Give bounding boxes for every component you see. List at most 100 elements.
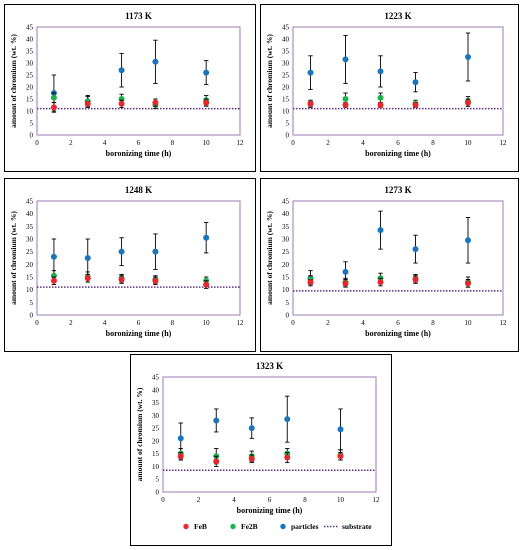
FeB-point bbox=[342, 102, 349, 108]
chart-panel-1248: 1248 K 0 5 10 15 20 25 30 35 40 45 0 2 4 6 8 10 12 boroniz… bbox=[4, 178, 256, 352]
chart-title: 1173 K bbox=[125, 11, 152, 21]
FeB-point bbox=[412, 102, 419, 108]
y-tick-label: 0 bbox=[30, 132, 34, 140]
y-tick-label: 15 bbox=[26, 96, 34, 104]
FeB-point bbox=[248, 455, 255, 462]
Fe2B-point bbox=[342, 96, 349, 102]
y-tick-label: 40 bbox=[282, 36, 290, 44]
x-tick-label: 10 bbox=[337, 496, 345, 504]
Fe2B-point bbox=[377, 94, 384, 101]
FeB-point bbox=[337, 453, 344, 460]
FeB-point bbox=[307, 100, 314, 107]
particles-point bbox=[377, 227, 384, 234]
x-axis-label: boronizing time (h) bbox=[106, 149, 172, 158]
FeB-point bbox=[377, 102, 384, 108]
particles-point bbox=[342, 268, 349, 275]
particles-point bbox=[177, 435, 184, 442]
y-tick-label: 5 bbox=[30, 120, 34, 128]
legend-label: FeB bbox=[194, 522, 207, 531]
Fe2B-point bbox=[50, 94, 57, 101]
y-tick-label: 25 bbox=[26, 248, 34, 256]
particles-point bbox=[50, 253, 57, 260]
y-tick-label: 0 bbox=[286, 132, 290, 140]
FeB-point bbox=[118, 276, 125, 283]
y-tick-label: 30 bbox=[282, 236, 290, 244]
x-axis-label: boronizing time (h) bbox=[365, 329, 431, 338]
FeB-point bbox=[284, 454, 291, 461]
FeB-point bbox=[465, 99, 471, 106]
legend-marker-particles bbox=[280, 523, 286, 530]
y-tick-label: 45 bbox=[26, 24, 34, 32]
x-tick-label: 8 bbox=[171, 139, 175, 147]
x-tick-label: 12 bbox=[373, 496, 381, 504]
y-tick-label: 35 bbox=[282, 223, 290, 231]
FeB-point bbox=[152, 99, 159, 106]
chart-title: 1223 K bbox=[384, 11, 411, 21]
y-tick-label: 25 bbox=[26, 72, 34, 80]
x-tick-label: 6 bbox=[268, 496, 272, 504]
y-tick-label: 30 bbox=[152, 412, 160, 420]
FeB-point bbox=[50, 104, 57, 111]
particles-point bbox=[152, 58, 159, 65]
y-tick-label: 15 bbox=[152, 450, 160, 458]
FeB-point bbox=[84, 100, 91, 107]
x-axis-label: boronizing time (h) bbox=[237, 506, 303, 515]
particles-point bbox=[213, 417, 220, 424]
x-axis-label: boronizing time (h) bbox=[365, 149, 431, 158]
y-axis-label: amount of chromium (wt. %) bbox=[135, 387, 144, 481]
y-tick-label: 35 bbox=[26, 48, 34, 56]
y-tick-label: 40 bbox=[26, 36, 34, 44]
y-tick-label: 45 bbox=[26, 198, 34, 206]
y-axis-label: amount of chromium (wt. %) bbox=[265, 211, 274, 305]
particles-point bbox=[118, 248, 125, 255]
y-tick-label: 0 bbox=[30, 312, 34, 320]
FeB-point bbox=[118, 100, 125, 107]
y-tick-label: 10 bbox=[26, 108, 34, 116]
x-tick-label: 4 bbox=[361, 319, 365, 327]
x-tick-label: 12 bbox=[500, 319, 508, 327]
y-tick-label: 40 bbox=[152, 386, 160, 394]
legend-label: particles bbox=[291, 522, 319, 531]
plot-area-border bbox=[36, 200, 241, 316]
particles-point bbox=[248, 425, 255, 432]
particles-point bbox=[307, 69, 314, 76]
y-tick-label: 20 bbox=[152, 437, 160, 445]
x-tick-label: 2 bbox=[69, 319, 73, 327]
y-tick-label: 5 bbox=[30, 299, 34, 307]
x-tick-label: 0 bbox=[35, 319, 39, 327]
y-tick-label: 25 bbox=[152, 425, 160, 433]
y-tick-label: 10 bbox=[26, 286, 34, 294]
y-tick-label: 35 bbox=[152, 399, 160, 407]
particles-point bbox=[203, 234, 210, 241]
FeB-point bbox=[307, 279, 314, 286]
y-tick-label: 10 bbox=[282, 286, 290, 294]
y-tick-label: 0 bbox=[156, 489, 160, 497]
chart-title: 1248 K bbox=[125, 185, 152, 195]
chart-1223: 1223 K 0 5 10 15 20 25 30 35 40 45 0 2 4 6 8 10 12 boroniz… bbox=[265, 11, 507, 158]
particles-point bbox=[465, 54, 471, 60]
y-tick-label: 10 bbox=[152, 463, 160, 471]
plot-area-border bbox=[162, 376, 377, 493]
chart-1323: 1323 K 0 5 10 15 20 25 30 35 40 45 0 2 4 6 8 10 12 boroniz… bbox=[135, 361, 381, 531]
particles-point bbox=[337, 426, 344, 433]
chart-1248: 1248 K 0 5 10 15 20 25 30 35 40 45 0 2 4 6 8 10 12 boroniz… bbox=[9, 185, 244, 338]
FeB-point bbox=[342, 280, 349, 287]
y-tick-label: 20 bbox=[26, 261, 34, 269]
y-tick-label: 35 bbox=[282, 48, 290, 56]
x-tick-label: 4 bbox=[103, 139, 107, 147]
y-tick-label: 30 bbox=[26, 60, 34, 68]
y-tick-label: 15 bbox=[282, 274, 290, 282]
particles-point bbox=[203, 69, 210, 76]
y-tick-label: 20 bbox=[26, 84, 34, 92]
y-tick-label: 25 bbox=[282, 72, 290, 80]
x-tick-label: 4 bbox=[103, 319, 107, 327]
y-tick-label: 30 bbox=[26, 236, 34, 244]
y-tick-label: 45 bbox=[282, 198, 290, 206]
y-tick-label: 5 bbox=[286, 299, 290, 307]
legend-marker-Fe2B bbox=[230, 523, 236, 530]
plot-area-border bbox=[36, 26, 241, 136]
chart-panel-1323: 1323 K 0 5 10 15 20 25 30 35 40 45 0 2 4 6 8 10 12 boroniz… bbox=[130, 354, 392, 546]
particles-point bbox=[377, 68, 384, 75]
particles-point bbox=[152, 248, 159, 255]
particles-point bbox=[412, 246, 419, 253]
